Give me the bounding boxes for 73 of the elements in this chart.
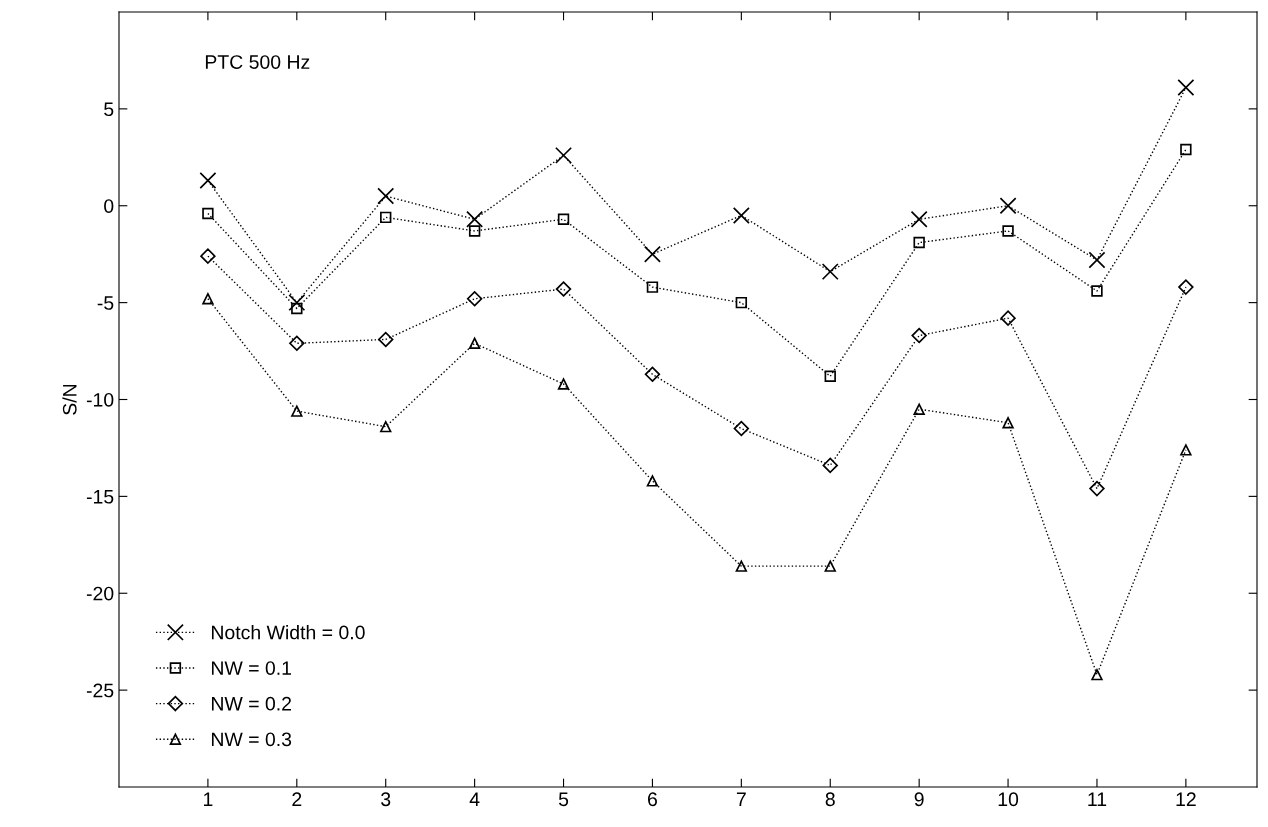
x-tick-label: 7 (736, 792, 746, 806)
y-tick-label: -5 (97, 296, 114, 310)
point (735, 296, 748, 309)
point (557, 213, 570, 226)
legend-label: Notch Width = 0.0 (211, 625, 365, 640)
point (557, 378, 570, 390)
point (468, 337, 481, 350)
legend-label: NW = 0.2 (211, 696, 291, 711)
x-tick-label: 12 (1176, 792, 1196, 806)
point (913, 236, 925, 249)
point (200, 248, 216, 264)
point (289, 335, 305, 352)
point (291, 302, 303, 315)
point (288, 294, 306, 312)
point (1002, 417, 1014, 429)
point (380, 420, 392, 433)
point (910, 210, 928, 228)
point (1091, 285, 1103, 297)
point (466, 210, 484, 228)
y-tick-label: -25 (86, 683, 114, 698)
point (1180, 444, 1192, 456)
point (822, 457, 838, 474)
point (377, 187, 395, 205)
point (735, 560, 748, 572)
point (733, 420, 750, 437)
point (378, 331, 394, 348)
x-tick-label: 1 (203, 792, 213, 806)
point (824, 370, 836, 382)
point (1091, 668, 1103, 681)
y-axis-title: S/N (62, 384, 77, 415)
x-tick-label: 11 (1088, 792, 1107, 806)
point (824, 560, 836, 572)
point (821, 263, 839, 281)
x-tick-label: 4 (469, 792, 480, 806)
x-tick-label: 10 (998, 792, 1019, 807)
point (466, 291, 483, 307)
legend-label: NW = 0.1 (211, 661, 292, 675)
x-tick-label: 3 (381, 792, 391, 807)
point (643, 245, 661, 263)
point (732, 206, 750, 224)
y-tick-label: 5 (104, 102, 114, 117)
x-tick-label: 2 (292, 792, 302, 806)
y-tick-label: -15 (86, 490, 114, 504)
point (1000, 310, 1016, 326)
point (291, 405, 303, 417)
point (199, 172, 217, 190)
annotation: PTC 500 Hz (205, 55, 310, 69)
point (913, 403, 925, 415)
x-tick-label: 8 (825, 792, 835, 807)
y-tick-label: 0 (104, 199, 114, 213)
point (1002, 225, 1014, 237)
y-tick-label: -10 (86, 392, 114, 407)
point (380, 211, 392, 224)
point (1088, 251, 1106, 269)
point (468, 225, 481, 237)
point (555, 281, 572, 297)
point (202, 207, 214, 220)
x-tick-label: 9 (914, 792, 924, 807)
point (1177, 79, 1195, 97)
point (1180, 143, 1192, 156)
point (644, 366, 661, 383)
point (555, 146, 573, 164)
point (646, 281, 659, 293)
point (1089, 480, 1105, 497)
x-tick-label: 6 (648, 792, 657, 807)
point (202, 293, 214, 305)
point (646, 475, 659, 487)
x-tick-label: 5 (558, 792, 569, 807)
legend-label: NW = 0.3 (211, 732, 292, 747)
point (1178, 279, 1194, 295)
point (911, 327, 927, 344)
y-tick-label: -20 (86, 586, 114, 601)
point (999, 197, 1017, 215)
